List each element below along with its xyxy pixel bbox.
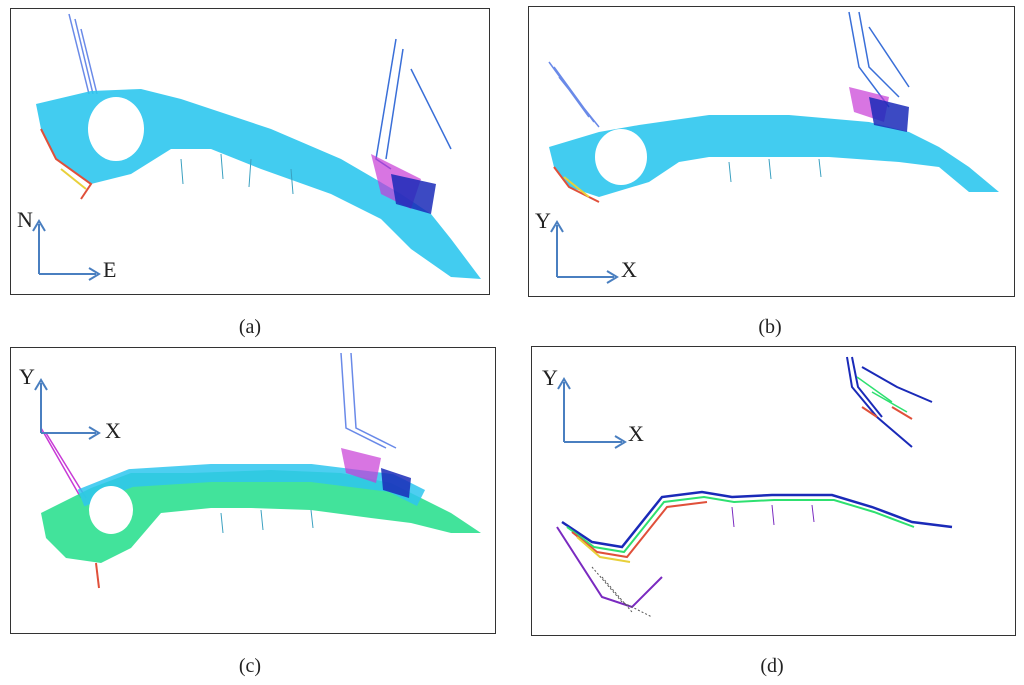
point-cloud-c xyxy=(40,352,481,589)
axis-label-vertical: Y xyxy=(19,364,35,389)
panel-b: Y X xyxy=(528,6,1015,297)
axis-label-vertical: Y xyxy=(542,365,558,390)
caption-a: (a) xyxy=(238,316,262,338)
axis-label-vertical: N xyxy=(17,207,33,232)
panel-c: Y X xyxy=(10,347,496,634)
axis-label-vertical: Y xyxy=(535,208,551,233)
axis-label-horizontal: X xyxy=(621,257,637,282)
panel-d: Y X xyxy=(531,346,1016,636)
axis-label-horizontal: X xyxy=(105,418,121,443)
caption-c: (c) xyxy=(238,655,262,677)
axis-label-horizontal: X xyxy=(628,421,644,446)
panel-a: N E xyxy=(10,8,490,295)
caption-b: (b) xyxy=(758,316,782,338)
point-cloud-d xyxy=(556,356,953,618)
point-cloud-b xyxy=(548,11,999,203)
axis-label-horizontal: E xyxy=(103,257,117,282)
caption-d: (d) xyxy=(760,655,784,677)
point-cloud-a xyxy=(36,13,481,279)
